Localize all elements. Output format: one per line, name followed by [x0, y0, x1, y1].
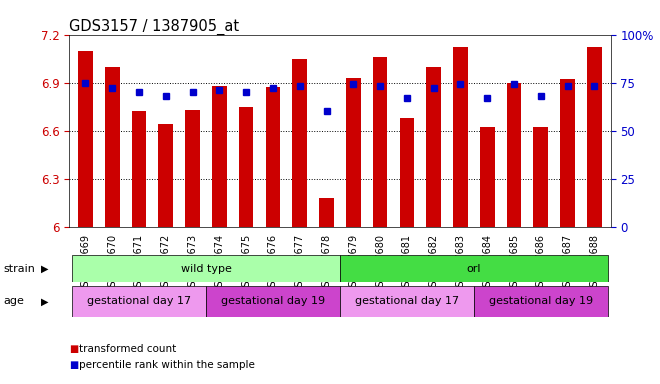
Bar [212, 86, 226, 227]
Bar [292, 59, 307, 227]
Bar [480, 127, 494, 227]
Bar [105, 66, 119, 227]
Text: strain: strain [3, 264, 35, 274]
Bar [131, 111, 147, 227]
Bar [507, 83, 521, 227]
Text: ■: ■ [69, 344, 79, 354]
Text: age: age [3, 296, 24, 306]
Text: wild type: wild type [180, 264, 232, 274]
Text: gestational day 19: gestational day 19 [221, 296, 325, 306]
Bar [340, 255, 608, 282]
Text: percentile rank within the sample: percentile rank within the sample [79, 360, 255, 370]
Bar [319, 198, 334, 227]
Bar [185, 110, 200, 227]
Text: ▶: ▶ [41, 264, 48, 274]
Text: gestational day 17: gestational day 17 [355, 296, 459, 306]
Bar [239, 107, 253, 227]
Bar [346, 78, 360, 227]
Bar [72, 255, 340, 282]
Bar [533, 127, 548, 227]
Bar [158, 124, 173, 227]
Bar [206, 286, 340, 317]
Bar [340, 286, 474, 317]
Bar [399, 118, 414, 227]
Text: orl: orl [467, 264, 481, 274]
Text: transformed count: transformed count [79, 344, 176, 354]
Bar [72, 286, 206, 317]
Bar [265, 88, 280, 227]
Text: ▶: ▶ [41, 296, 48, 306]
Text: gestational day 17: gestational day 17 [87, 296, 191, 306]
Bar [587, 47, 602, 227]
Text: gestational day 19: gestational day 19 [489, 296, 593, 306]
Bar [453, 47, 468, 227]
Bar [560, 79, 575, 227]
Bar [426, 66, 441, 227]
Text: GDS3157 / 1387905_at: GDS3157 / 1387905_at [69, 18, 240, 35]
Bar [78, 51, 93, 227]
Bar [373, 57, 387, 227]
Text: ■: ■ [69, 360, 79, 370]
Bar [474, 286, 608, 317]
